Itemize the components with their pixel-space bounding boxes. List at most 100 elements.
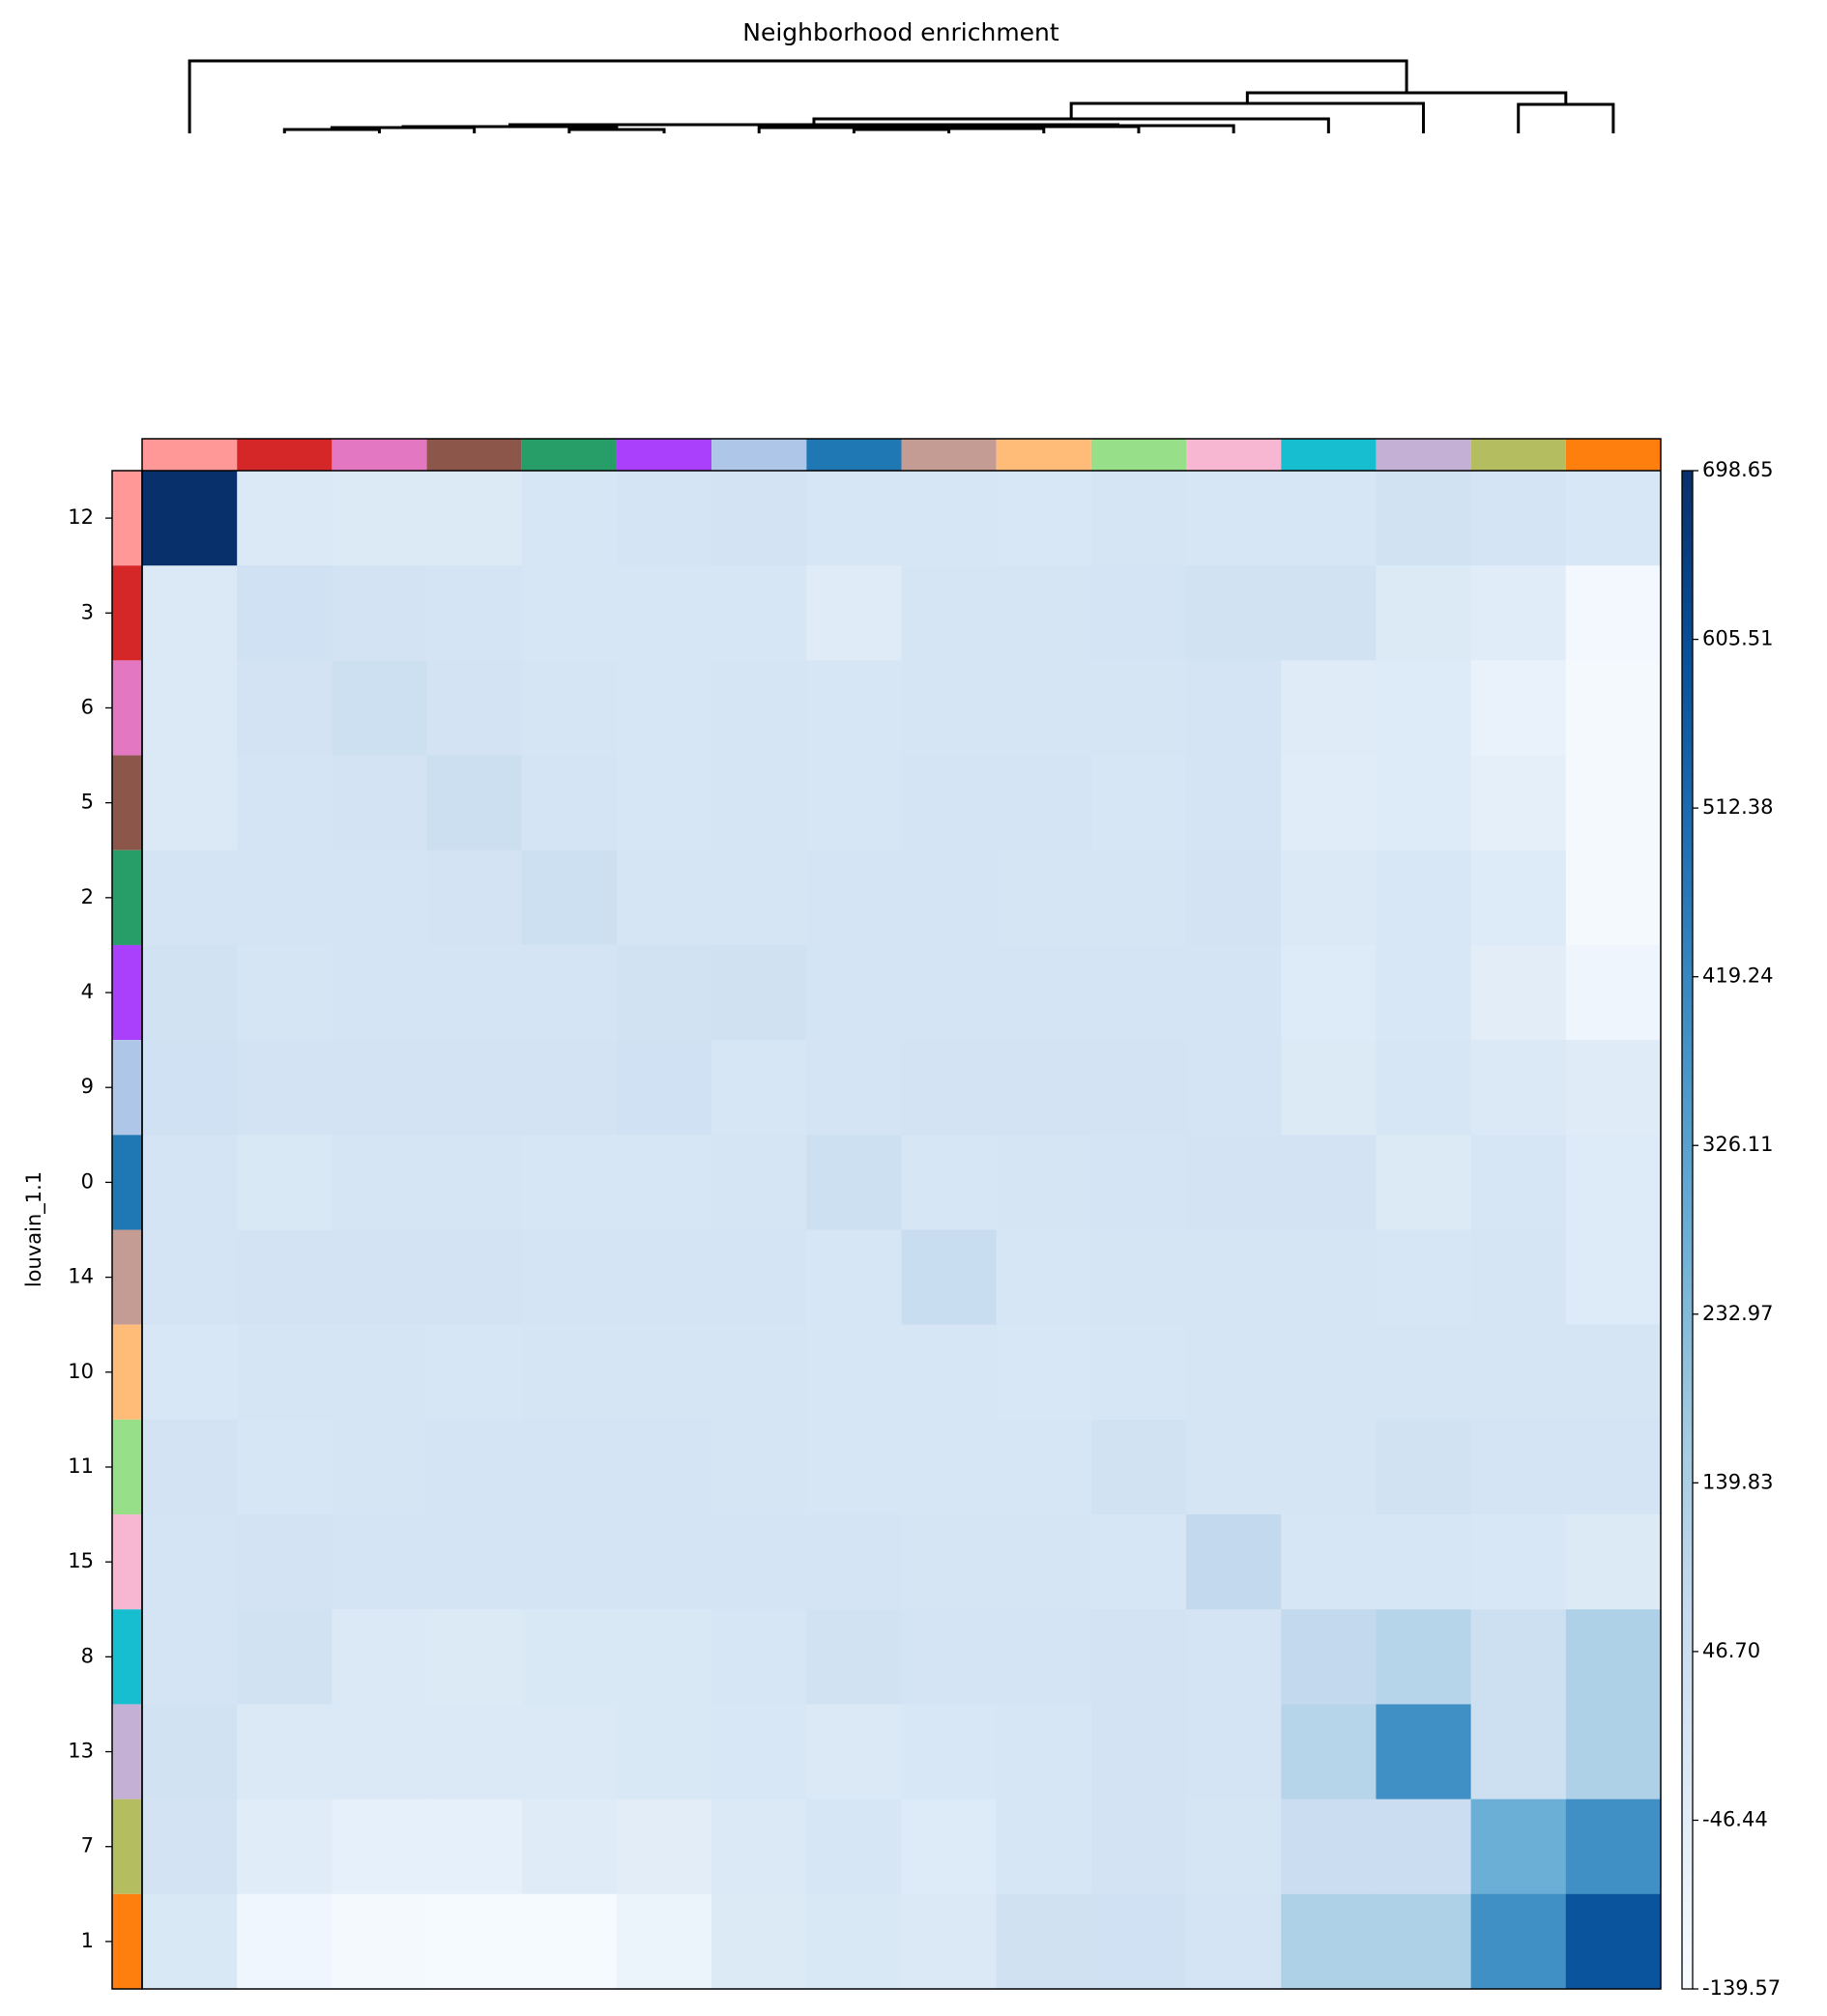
heatmap-cell xyxy=(426,1229,523,1326)
heatmap-cell xyxy=(1470,1514,1567,1610)
y-tick-label: 10 xyxy=(68,1360,94,1383)
heatmap-cell xyxy=(332,944,428,1041)
heatmap-cell xyxy=(521,660,618,757)
heatmap-cell xyxy=(1090,1419,1187,1515)
y-tick-label: 0 xyxy=(81,1169,94,1193)
heatmap-cell xyxy=(1090,660,1187,757)
heatmap-cell xyxy=(806,1324,902,1421)
row-category-patch xyxy=(112,1704,142,1800)
heatmap-cell xyxy=(1281,1419,1377,1515)
heatmap-cell xyxy=(1281,1040,1377,1136)
heatmap-cell xyxy=(142,850,238,946)
heatmap-cell xyxy=(616,1419,712,1515)
column-category-patch xyxy=(521,439,617,471)
heatmap-cell xyxy=(711,944,807,1041)
heatmap-cell xyxy=(1470,1704,1567,1800)
heatmap-cell xyxy=(806,565,902,661)
dendrogram-link xyxy=(188,59,1408,133)
heatmap-cell xyxy=(901,565,998,661)
heatmap-cell xyxy=(142,1135,238,1230)
heatmap-cell xyxy=(237,1514,333,1610)
heatmap-cell xyxy=(332,1609,428,1705)
row-category-patch xyxy=(112,1514,142,1610)
heatmap-cell xyxy=(711,1324,807,1421)
heatmap-cell xyxy=(616,1040,712,1136)
heatmap-cell xyxy=(1090,471,1187,566)
heatmap-cell xyxy=(1565,1514,1662,1610)
heatmap-cell xyxy=(1470,565,1567,661)
y-tick-label: 2 xyxy=(81,885,94,908)
heatmap-cell xyxy=(521,1609,618,1705)
heatmap-cell xyxy=(1376,1135,1472,1230)
heatmap-cell xyxy=(142,660,238,757)
y-tick-label: 4 xyxy=(81,980,94,1003)
heatmap-cell xyxy=(616,1514,712,1610)
heatmap-cell xyxy=(901,660,998,757)
heatmap-cell xyxy=(1376,1893,1472,1990)
heatmap-cell xyxy=(426,755,523,851)
row-category-patch xyxy=(112,1229,142,1325)
column-category-patch xyxy=(1565,439,1661,471)
column-category-patch xyxy=(426,439,522,471)
heatmap-cell xyxy=(996,850,1092,946)
heatmap-cell xyxy=(142,471,238,566)
heatmap-cell xyxy=(996,1514,1092,1610)
heatmap-cell xyxy=(521,1893,618,1990)
colorbar-tick-label: -139.57 xyxy=(1702,1976,1781,2000)
heatmap-cell xyxy=(142,755,238,851)
heatmap-cell xyxy=(996,1324,1092,1421)
heatmap-cell xyxy=(616,850,712,946)
heatmap-cell xyxy=(521,1419,618,1515)
row-category-patch xyxy=(112,1799,142,1894)
y-tick-label: 8 xyxy=(81,1644,94,1667)
y-tick-label: 9 xyxy=(81,1075,94,1098)
heatmap-cell xyxy=(1186,1135,1282,1230)
heatmap-cell xyxy=(521,1229,618,1326)
heatmap-cell xyxy=(426,471,523,566)
y-tick-label: 11 xyxy=(68,1454,94,1478)
heatmap-cell xyxy=(1090,1799,1187,1895)
heatmap-cell xyxy=(1090,1324,1187,1421)
heatmap-cell xyxy=(426,1893,523,1990)
heatmap-cell xyxy=(1470,1040,1567,1136)
heatmap-cell xyxy=(237,850,333,946)
heatmap-cell xyxy=(1186,1229,1282,1326)
colorbar xyxy=(1681,470,1694,1990)
heatmap-cell xyxy=(237,944,333,1041)
heatmap-cell xyxy=(1090,1135,1187,1230)
heatmap-cell xyxy=(996,1040,1092,1136)
heatmap-cell xyxy=(237,660,333,757)
heatmap-cell xyxy=(1281,660,1377,757)
heatmap-cell xyxy=(426,850,523,946)
heatmap-cell xyxy=(1186,850,1282,946)
heatmap-cell xyxy=(1281,944,1377,1041)
y-tick-label: 13 xyxy=(68,1740,94,1763)
column-category-patch xyxy=(237,439,333,471)
heatmap-cell xyxy=(426,565,523,661)
heatmap-cell xyxy=(1376,1609,1472,1705)
heatmap-cell xyxy=(806,1040,902,1136)
colorbar-tick-label: 326.11 xyxy=(1702,1133,1773,1156)
y-tick-label: 7 xyxy=(81,1834,94,1858)
heatmap-cell xyxy=(1376,944,1472,1041)
heatmap-cell xyxy=(1090,565,1187,661)
colorbar-tick-label: 232.97 xyxy=(1702,1302,1773,1325)
heatmap-cell xyxy=(1565,1324,1662,1421)
heatmap-cell xyxy=(1565,1419,1662,1515)
heatmap-cell xyxy=(426,1040,523,1136)
heatmap-cell xyxy=(142,1040,238,1136)
heatmap-cell xyxy=(711,1514,807,1610)
heatmap-cell xyxy=(711,850,807,946)
heatmap-cell xyxy=(806,850,902,946)
heatmap-cell xyxy=(711,1704,807,1800)
heatmap-cell xyxy=(1565,1135,1662,1230)
heatmap-cell xyxy=(332,471,428,566)
column-category-patch xyxy=(1470,439,1566,471)
heatmap-cell xyxy=(521,850,618,946)
heatmap-cell xyxy=(1565,850,1662,946)
heatmap-cell xyxy=(1281,1893,1377,1990)
heatmap-cell xyxy=(1186,1609,1282,1705)
column-category-patch xyxy=(1090,439,1187,471)
heatmap-cell xyxy=(1186,1799,1282,1895)
heatmap-cell xyxy=(711,1229,807,1326)
